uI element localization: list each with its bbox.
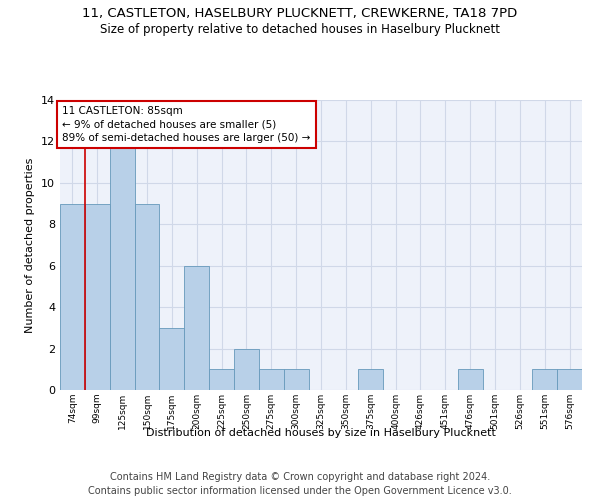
Text: Contains public sector information licensed under the Open Government Licence v3: Contains public sector information licen… bbox=[88, 486, 512, 496]
Text: Distribution of detached houses by size in Haselbury Plucknett: Distribution of detached houses by size … bbox=[146, 428, 496, 438]
Text: 11 CASTLETON: 85sqm
← 9% of detached houses are smaller (5)
89% of semi-detached: 11 CASTLETON: 85sqm ← 9% of detached hou… bbox=[62, 106, 310, 142]
Y-axis label: Number of detached properties: Number of detached properties bbox=[25, 158, 35, 332]
Bar bbox=[110, 142, 134, 390]
Bar bbox=[259, 370, 284, 390]
Text: 11, CASTLETON, HASELBURY PLUCKNETT, CREWKERNE, TA18 7PD: 11, CASTLETON, HASELBURY PLUCKNETT, CREW… bbox=[82, 8, 518, 20]
Bar bbox=[284, 370, 308, 390]
Bar bbox=[458, 370, 482, 390]
Bar bbox=[85, 204, 110, 390]
Bar bbox=[134, 204, 160, 390]
Bar bbox=[209, 370, 234, 390]
Bar bbox=[184, 266, 209, 390]
Bar bbox=[160, 328, 184, 390]
Text: Contains HM Land Registry data © Crown copyright and database right 2024.: Contains HM Land Registry data © Crown c… bbox=[110, 472, 490, 482]
Text: Size of property relative to detached houses in Haselbury Plucknett: Size of property relative to detached ho… bbox=[100, 22, 500, 36]
Bar bbox=[60, 204, 85, 390]
Bar bbox=[532, 370, 557, 390]
Bar bbox=[557, 370, 582, 390]
Bar bbox=[358, 370, 383, 390]
Bar bbox=[234, 348, 259, 390]
